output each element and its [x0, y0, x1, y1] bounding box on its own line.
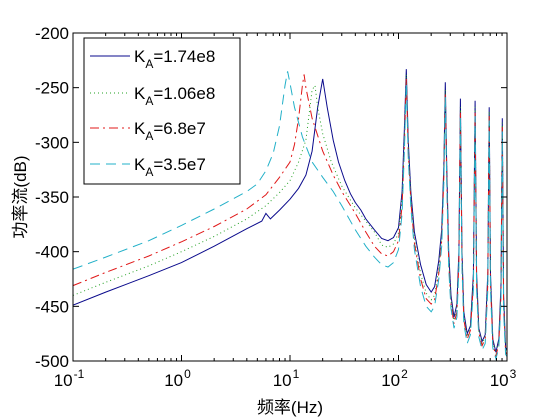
legend-label-3: KA=6.8e7: [134, 119, 206, 143]
legend: KA=1.74e8 KA=1.06e8 KA=6.8e7 KA=3.5e7: [83, 37, 241, 185]
y-axis: -200 -250 -300 -350 -400 -450 -500: [35, 24, 507, 371]
series-line-4: [73, 71, 507, 361]
x-axis-label: 频率(Hz): [257, 398, 323, 417]
x-tick-exponent: 2: [401, 367, 408, 381]
x-axis: 10-1 100 101 102 103: [54, 33, 517, 390]
y-axis-label: 功率流(dB): [11, 155, 30, 238]
x-tick-exponent: 3: [510, 367, 517, 381]
x-tick-exponent: 0: [184, 367, 191, 381]
x-tick-exponent: 1: [293, 367, 300, 381]
y-tick-label: -400: [35, 243, 69, 262]
legend-label-1: KA=1.74e8: [134, 47, 215, 71]
series-line-3: [73, 74, 507, 357]
legend-label-2: KA=1.06e8: [134, 84, 215, 108]
legend-label-4: KA=3.5e7: [134, 155, 206, 179]
legend-box: [83, 37, 241, 185]
y-tick-label: -200: [35, 24, 69, 43]
y-tick-label: -450: [35, 297, 69, 316]
x-tick-exponent: -1: [74, 367, 85, 381]
series-line-1: [73, 69, 507, 353]
y-tick-label: -300: [35, 133, 69, 152]
y-tick-label: -500: [35, 352, 69, 371]
y-tick-label: -250: [35, 79, 69, 98]
y-tick-label: -350: [35, 188, 69, 207]
